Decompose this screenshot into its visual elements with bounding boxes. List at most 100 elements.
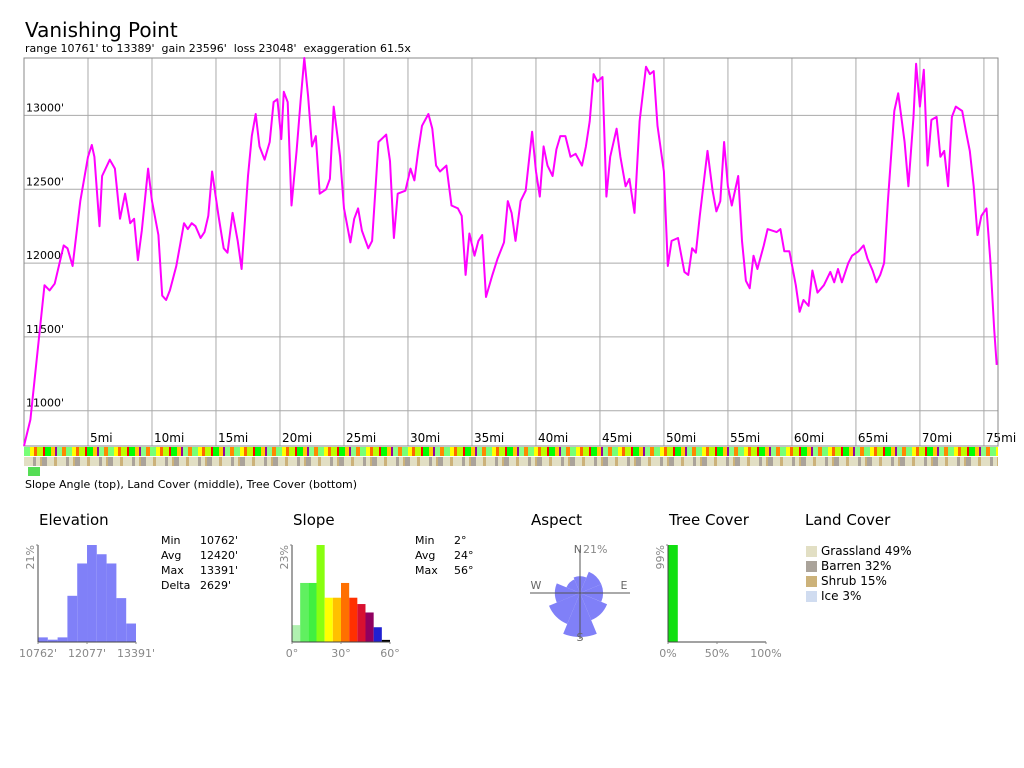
plot-frame bbox=[23, 57, 999, 447]
y-tick-label: 23% bbox=[278, 545, 291, 569]
bar bbox=[77, 563, 88, 642]
x-tick-label: 60° bbox=[380, 647, 400, 660]
chart-title: Elevation bbox=[39, 511, 109, 529]
bar bbox=[316, 545, 325, 642]
x-tick-label: 40mi bbox=[538, 431, 568, 445]
direction-label: N bbox=[574, 543, 582, 556]
bar bbox=[365, 612, 374, 642]
y-tick-label: 13000' bbox=[26, 101, 64, 114]
legend-label: Ice 3% bbox=[821, 589, 861, 603]
stat-value: 13391' bbox=[200, 564, 238, 577]
x-tick-label: 10mi bbox=[154, 431, 184, 445]
chart-title: Vanishing Point bbox=[25, 18, 178, 42]
bar bbox=[332, 597, 341, 642]
aspect-wedge bbox=[580, 593, 608, 621]
bar bbox=[349, 597, 358, 642]
bar bbox=[341, 582, 350, 642]
x-tick-label: 45mi bbox=[602, 431, 632, 445]
bar bbox=[57, 637, 68, 642]
stat-label: Min bbox=[415, 534, 435, 547]
x-tick-label: 12077' bbox=[68, 647, 106, 660]
x-tick-label: 60mi bbox=[794, 431, 824, 445]
bar bbox=[67, 595, 78, 642]
x-tick-label: 25mi bbox=[346, 431, 376, 445]
stat-value: 56° bbox=[454, 564, 474, 577]
direction-label: S bbox=[577, 631, 584, 644]
y-tick-label: 12500' bbox=[26, 175, 64, 188]
x-tick-label: 75mi bbox=[986, 431, 1016, 445]
bar bbox=[308, 582, 317, 642]
aspect-wedge bbox=[549, 593, 580, 624]
bar bbox=[47, 639, 58, 642]
x-tick-label: 30° bbox=[331, 647, 351, 660]
y-tick-label: 11000' bbox=[26, 397, 64, 410]
x-tick-label: 65mi bbox=[858, 431, 888, 445]
stat-value: 24° bbox=[454, 549, 474, 562]
stat-value: 12420' bbox=[200, 549, 238, 562]
x-tick-label: 10762' bbox=[19, 647, 57, 660]
stat-label: Max bbox=[161, 564, 184, 577]
x-tick-label: 55mi bbox=[730, 431, 760, 445]
bar bbox=[357, 604, 366, 642]
y-tick-label: 99% bbox=[654, 545, 667, 569]
chart-title: Tree Cover bbox=[668, 511, 750, 529]
tree-cover-strip bbox=[24, 467, 998, 476]
aspect-wedge bbox=[580, 571, 602, 593]
bar bbox=[106, 563, 117, 642]
bar bbox=[292, 625, 301, 642]
land-cover-strip bbox=[24, 457, 998, 466]
y-tick-label: 12000' bbox=[26, 249, 64, 262]
stat-value: 2629' bbox=[200, 579, 231, 592]
x-tick-label: 13391' bbox=[117, 647, 155, 660]
stat-label: Max bbox=[415, 564, 438, 577]
bar bbox=[300, 582, 309, 642]
direction-label: E bbox=[621, 579, 628, 592]
stat-value: 2° bbox=[454, 534, 467, 547]
legend-label: Grassland 49% bbox=[821, 544, 912, 558]
legend-swatch bbox=[806, 576, 817, 587]
stat-label: Avg bbox=[161, 549, 181, 562]
legend-swatch bbox=[806, 546, 817, 557]
stat-label: Delta bbox=[161, 579, 190, 592]
bar bbox=[668, 545, 678, 642]
legend-label: Shrub 15% bbox=[821, 574, 887, 588]
bar bbox=[38, 637, 48, 642]
x-tick-label: 70mi bbox=[922, 431, 952, 445]
y-tick-label: 21% bbox=[24, 545, 37, 569]
x-tick-label: 5mi bbox=[90, 431, 113, 445]
x-tick-label: 30mi bbox=[410, 431, 440, 445]
chart-subtitle: range 10761' to 13389' gain 23596' loss … bbox=[25, 42, 411, 55]
chart-title: Aspect bbox=[531, 511, 582, 529]
x-tick-label: 0% bbox=[659, 647, 676, 660]
x-tick-label: 100% bbox=[750, 647, 781, 660]
legend-swatch bbox=[806, 561, 817, 572]
x-tick-label: 50% bbox=[705, 647, 729, 660]
stat-label: Min bbox=[161, 534, 181, 547]
bar bbox=[381, 639, 390, 642]
legend-title: Land Cover bbox=[805, 511, 891, 529]
bar bbox=[324, 597, 333, 642]
chart-title: Slope bbox=[293, 511, 335, 529]
bar bbox=[373, 627, 382, 642]
bar bbox=[87, 545, 97, 642]
bar bbox=[96, 554, 107, 642]
stat-value: 10762' bbox=[200, 534, 238, 547]
x-tick-label: 0° bbox=[286, 647, 299, 660]
r-tick-label: 21% bbox=[583, 543, 607, 556]
direction-label: W bbox=[531, 579, 542, 592]
x-tick-label: 35mi bbox=[474, 431, 504, 445]
x-tick-label: 15mi bbox=[218, 431, 248, 445]
x-tick-label: 50mi bbox=[666, 431, 696, 445]
slope-strip bbox=[24, 447, 998, 456]
strip-caption: Slope Angle (top), Land Cover (middle), … bbox=[25, 478, 357, 491]
aspect-wedge bbox=[566, 579, 580, 593]
y-tick-label: 11500' bbox=[26, 323, 64, 336]
elevation-line bbox=[23, 57, 998, 447]
bar bbox=[126, 623, 136, 642]
bar bbox=[116, 598, 127, 642]
stat-label: Avg bbox=[415, 549, 435, 562]
legend-label: Barren 32% bbox=[821, 559, 891, 573]
legend-swatch bbox=[806, 591, 817, 602]
